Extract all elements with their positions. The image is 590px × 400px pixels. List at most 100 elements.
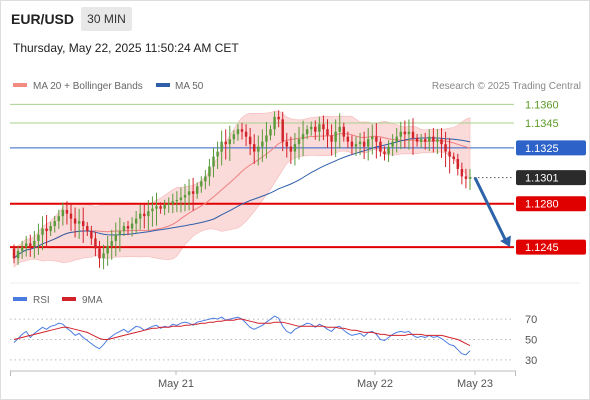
candle-body xyxy=(330,135,333,142)
candle-body xyxy=(224,141,227,145)
ma50-legend-swatch xyxy=(156,83,170,87)
x-tick-label: May 21 xyxy=(158,378,194,390)
candle-body xyxy=(379,141,382,152)
candle-body xyxy=(419,139,423,142)
candle-body xyxy=(29,243,32,246)
level-labels: 1.1360 1.1345 1.1325 1.1301 1.1280 1.1245 xyxy=(516,99,586,255)
candle-body xyxy=(45,228,48,232)
ma20-legend-label: MA 20 + Bollinger Bands xyxy=(33,81,143,92)
candle-body xyxy=(41,228,44,235)
forecast-arrow-shaft xyxy=(473,176,508,242)
candle-body xyxy=(212,156,215,167)
level-label: 1.1360 xyxy=(525,99,559,111)
x-tick-label: May 23 xyxy=(457,378,493,390)
candle-body xyxy=(403,131,407,135)
candlesticks xyxy=(12,110,472,270)
candle-body xyxy=(273,116,276,130)
datetime-label: Thursday, May 22, 2025 11:50:24 AM CET xyxy=(13,41,239,55)
candle-body xyxy=(151,208,154,212)
rsi-legend-swatch xyxy=(13,297,27,301)
ma20-legend-swatch xyxy=(13,83,27,87)
candle-body xyxy=(391,141,394,147)
candle-body xyxy=(415,137,419,142)
candle-body xyxy=(98,248,101,259)
candle-body xyxy=(86,226,89,232)
candle-body xyxy=(371,136,374,140)
candle-body xyxy=(358,141,362,145)
candle-body xyxy=(187,191,191,196)
rsi-level-label: 70 xyxy=(525,314,537,326)
level-label: 1.1301 xyxy=(525,173,559,185)
x-axis-ticks: May 21 May 22 May 23 xyxy=(158,371,493,390)
candle-body xyxy=(383,151,386,155)
candle-body xyxy=(208,166,211,177)
candle-body xyxy=(362,141,366,147)
ma50-legend-label: MA 50 xyxy=(175,81,204,92)
candle-body xyxy=(261,141,264,147)
moving-averages xyxy=(13,133,471,259)
candle-body xyxy=(436,139,439,142)
timeframe-badge[interactable] xyxy=(81,7,132,31)
rsi-ma-legend-label: 9MA xyxy=(82,295,103,306)
candle-body xyxy=(354,144,358,147)
candle-body xyxy=(106,245,109,254)
level-label: 1.1325 xyxy=(525,143,559,155)
level-label: 1.1245 xyxy=(525,242,559,254)
price-levels xyxy=(10,103,514,249)
candle-body xyxy=(24,243,28,248)
candle-body xyxy=(220,141,223,152)
pair-title: EUR/USD xyxy=(11,11,74,27)
candle-body xyxy=(305,129,309,135)
candle-body xyxy=(118,231,122,235)
candle-body xyxy=(423,139,427,142)
candle-body xyxy=(269,129,272,136)
candle-body xyxy=(375,136,378,142)
candle-body xyxy=(440,139,443,145)
candle-body xyxy=(90,231,93,239)
candle-body xyxy=(183,195,187,198)
rsi-ma-line xyxy=(13,318,471,347)
candle-body xyxy=(147,211,150,217)
candle-body xyxy=(411,131,415,138)
candle-body xyxy=(293,144,297,152)
candle-body xyxy=(65,209,69,214)
candle-body xyxy=(350,141,354,147)
candle-body xyxy=(281,119,284,142)
candle-body xyxy=(171,201,175,204)
candle-body xyxy=(387,146,390,155)
candle-body xyxy=(309,126,313,130)
candle-body xyxy=(346,136,350,142)
candle-body xyxy=(460,168,464,177)
candle-body xyxy=(314,126,317,132)
candle-body xyxy=(444,144,447,152)
candle-body xyxy=(252,144,256,152)
ma50-line xyxy=(13,137,471,259)
level-label-box xyxy=(516,140,586,156)
candle-body xyxy=(204,176,207,182)
candle-body xyxy=(322,124,325,130)
candle-body xyxy=(175,200,179,202)
rsi-ma-legend-swatch xyxy=(62,297,76,301)
candle-body xyxy=(57,216,61,222)
candle-body xyxy=(240,129,244,132)
candle-body xyxy=(94,238,97,249)
candle-body xyxy=(428,136,431,142)
candle-body xyxy=(195,186,199,194)
rsi-level-label: 50 xyxy=(525,335,537,347)
candle-body xyxy=(73,218,77,224)
candle-body xyxy=(448,151,451,157)
candle-body xyxy=(16,250,20,259)
candle-body xyxy=(163,204,166,209)
candle-body xyxy=(334,131,337,142)
candle-body xyxy=(12,248,16,259)
candle-body xyxy=(236,129,240,135)
candle-body xyxy=(200,181,203,187)
candle-body xyxy=(122,226,126,232)
level-label: 1.1280 xyxy=(525,199,559,211)
candle-body xyxy=(452,156,455,160)
candle-body xyxy=(277,116,280,120)
x-tick-label: May 22 xyxy=(357,378,393,390)
candle-body xyxy=(464,176,468,179)
candle-body xyxy=(49,226,52,232)
